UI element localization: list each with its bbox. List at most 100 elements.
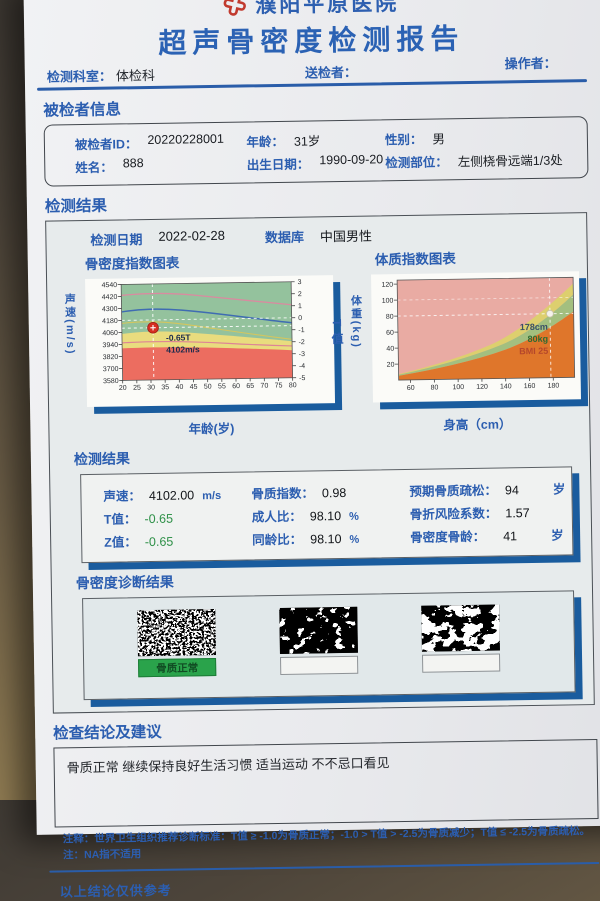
svg-text:40: 40 (175, 384, 183, 391)
operator-label: 操作者： (505, 53, 557, 73)
svg-text:60: 60 (386, 330, 394, 337)
svg-text:25: 25 (133, 385, 141, 392)
department-value: 体检科 (116, 65, 155, 85)
conclusion-text: 骨质正常 继续保持良好生活习惯 适当运动 不不忌口看见 (67, 755, 390, 775)
svg-text:60: 60 (232, 383, 240, 390)
bmi-x-axis-label: 身高（cm） (373, 412, 581, 434)
bone-label-osteopenia (280, 656, 358, 675)
svg-text:4060: 4060 (102, 330, 118, 337)
bone-texture-normal-image (137, 609, 216, 656)
svg-text:4180: 4180 (102, 318, 118, 325)
hospital-name: 濮阳平原医院 (255, 0, 399, 19)
bmi-annotation-weight: 80kg (527, 334, 548, 344)
bmd-chart-title: 骨密度指数图表 (85, 249, 341, 273)
svg-text:-3: -3 (299, 351, 305, 358)
report-paper: 濮阳平原医院 超声骨密度检测报告 检测科室： 体检科 送检者： 操作者： 被检者… (23, 0, 600, 835)
svg-text:4300: 4300 (102, 306, 118, 313)
svg-text:55: 55 (218, 383, 226, 390)
svg-text:3820: 3820 (103, 354, 119, 361)
bmd-annotation-sos: 4102m/s (166, 344, 200, 355)
bmi-y-axis-label: 体重(kg) (349, 295, 361, 349)
svg-text:-1: -1 (298, 327, 304, 334)
result-adult-ratio: 成人比： 98.10 % (252, 504, 410, 525)
svg-text:45: 45 (190, 384, 198, 391)
values-section-title: 检测结果 (74, 441, 582, 469)
charts-row: 骨密度指数图表 声速(m/s) (55, 243, 582, 439)
test-date-value: 2022-02-28 (158, 228, 225, 248)
svg-text:40: 40 (386, 346, 394, 353)
conclusion-section-title: 检查结论及建议 (53, 713, 597, 744)
svg-text:65: 65 (246, 383, 254, 390)
diagnosis-section-title: 骨密度诊断结果 (76, 565, 584, 593)
svg-text:3: 3 (298, 279, 302, 286)
disclaimer-text: 以上结论仅供参考 (60, 873, 600, 900)
bone-sample-osteopenia (279, 607, 358, 696)
values-box: 声速： 4102.00 m/s T值： -0.65 Z值： -0.65 骨质指数… (80, 466, 573, 563)
bone-texture-osteoporosis-image (421, 605, 500, 652)
svg-text:-5: -5 (299, 375, 305, 382)
subject-section-title: 被检者信息 (43, 90, 587, 121)
svg-text:0: 0 (298, 315, 302, 322)
svg-text:20: 20 (119, 385, 127, 392)
bone-label-osteoporosis (422, 654, 500, 673)
svg-text:3940: 3940 (102, 342, 118, 349)
svg-text:140: 140 (500, 383, 512, 390)
svg-text:2: 2 (298, 291, 302, 298)
svg-text:1: 1 (298, 303, 302, 310)
svg-text:3580: 3580 (103, 378, 119, 385)
hospital-cross-icon (220, 0, 249, 19)
svg-text:80: 80 (289, 382, 297, 389)
bone-sample-osteoporosis (421, 605, 500, 694)
department-label: 检测科室： (47, 66, 112, 86)
svg-text:100: 100 (382, 298, 394, 305)
bmi-chart-title: 体质指数图表 (375, 245, 579, 268)
svg-text:4420: 4420 (102, 294, 118, 301)
bmi-data-point (547, 310, 554, 317)
operator-field: 操作者： (505, 53, 561, 73)
svg-text:180: 180 (547, 383, 559, 390)
result-t-value: T值： -0.65 (104, 506, 252, 527)
footer-divider (49, 862, 599, 873)
result-bone-index: 骨质指数： 0.98 (251, 481, 409, 502)
svg-text:-4: -4 (299, 363, 305, 370)
bmi-annotation-height: 178cm (520, 322, 548, 332)
subject-info-box: 被检者ID： 20220228001 姓名： 888 年龄： 31岁 出生日期：… (44, 116, 589, 187)
result-sos: 声速： 4102.00 m/s (103, 483, 251, 504)
svg-text:80: 80 (386, 314, 394, 321)
bmi-annotation-bmi: BMI 25 (519, 346, 548, 356)
subject-birth-field: 出生日期： 1990-09-20 (247, 152, 386, 173)
subject-name-field: 姓名： 888 (75, 154, 247, 176)
svg-text:4540: 4540 (102, 282, 118, 289)
sender-label: 送检者： (305, 62, 357, 82)
sender-field: 送检者： (305, 62, 361, 82)
bmi-chart-block: 体质指数图表 体重(kg) (345, 243, 582, 435)
bmd-y-axis-label: 声速(m/s) (63, 293, 75, 355)
results-section-title: 检测结果 (45, 186, 589, 217)
svg-text:70: 70 (260, 383, 268, 390)
result-fracture-risk: 骨折风险系数： 1.57 (410, 501, 566, 522)
svg-text:75: 75 (275, 382, 283, 389)
footnotes: 注释：世界卫生组织推荐诊断标准：T值 ≥ -1.0为骨质正常；-1.0 > T值… (63, 824, 599, 864)
bmd-chart-block: 骨密度指数图表 声速(m/s) (55, 247, 344, 439)
subject-age-field: 年龄： 31岁 (246, 129, 385, 150)
svg-text:120: 120 (476, 384, 488, 391)
bmd-chart: -0.65T 4102m/s 4540442043004180406039403… (85, 275, 335, 407)
bmd-annotation-t: -0.65T (166, 332, 192, 342)
svg-text:160: 160 (524, 383, 536, 390)
result-peer-ratio: 同龄比： 98.10 % (252, 527, 410, 548)
conclusion-box: 骨质正常 继续保持良好生活习惯 适当运动 不不忌口看见 (53, 739, 598, 828)
subject-gender-field: 性别： 男 (385, 126, 583, 148)
result-expected-osteoporosis-age: 预期骨质疏松： 94 岁 (409, 478, 565, 499)
bone-texture-osteopenia-image (279, 607, 358, 654)
department-field: 检测科室： 体检科 (47, 65, 155, 86)
bmd-x-axis-label: 年龄(岁) (87, 416, 335, 439)
svg-text:80: 80 (431, 384, 439, 391)
svg-text:50: 50 (204, 384, 212, 391)
svg-text:3700: 3700 (103, 366, 119, 373)
bone-label-normal: 骨质正常 (138, 658, 216, 677)
bmd-y2-axis-label: T值 (329, 319, 346, 351)
result-bone-age: 骨密度骨龄： 41 岁 (410, 524, 566, 545)
result-z-value: Z值： -0.65 (104, 529, 252, 550)
